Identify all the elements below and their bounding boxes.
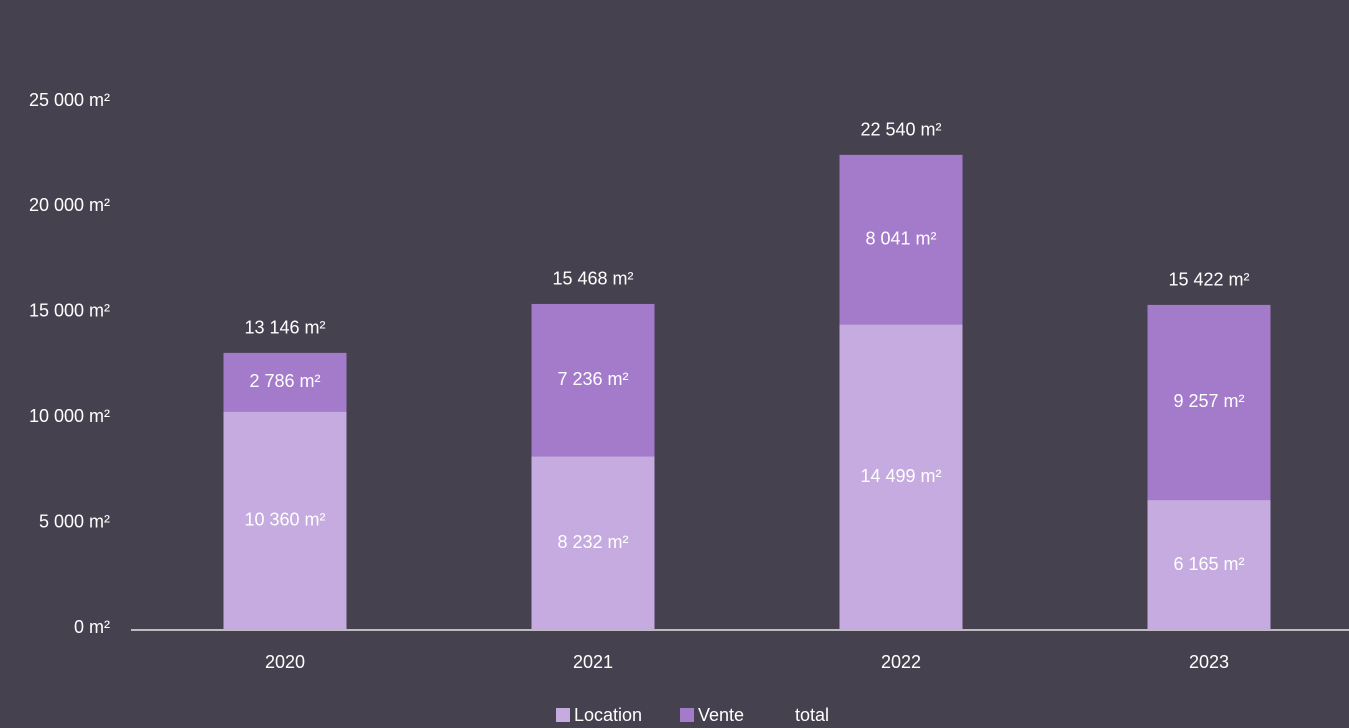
- data-label: 2 786 m²: [249, 371, 320, 391]
- legend-label: total: [795, 705, 829, 725]
- bar-segment: [223, 352, 347, 412]
- y-tick-label: 10 000 m²: [29, 406, 110, 426]
- data-label: 10 360 m²: [244, 510, 325, 530]
- total-label: 13 146 m²: [244, 318, 325, 338]
- x-tick-label: 2020: [265, 652, 305, 672]
- total-label: 22 540 m²: [860, 120, 941, 140]
- data-label: 8 041 m²: [865, 228, 936, 248]
- total-label: 15 422 m²: [1168, 270, 1249, 290]
- legend-swatch: [556, 708, 570, 722]
- y-tick-label: 20 000 m²: [29, 195, 110, 215]
- y-tick-label: 5 000 m²: [39, 511, 110, 531]
- y-tick-label: 15 000 m²: [29, 301, 110, 321]
- bar-segment: [531, 456, 655, 630]
- data-label: 8 232 m²: [557, 532, 628, 552]
- x-tick-label: 2023: [1189, 652, 1229, 672]
- data-label: 9 257 m²: [1173, 391, 1244, 411]
- bar-segment: [839, 154, 963, 325]
- bar-segment: [531, 303, 655, 457]
- bar-segment: [1147, 304, 1271, 501]
- data-label: 7 236 m²: [557, 369, 628, 389]
- bar-segment: [223, 411, 347, 630]
- total-label: 15 468 m²: [552, 269, 633, 289]
- data-label: 14 499 m²: [860, 466, 941, 486]
- bar-segment: [839, 324, 963, 630]
- bar-segment: [1147, 500, 1271, 630]
- y-tick-label: 25 000 m²: [29, 90, 110, 110]
- data-label: 6 165 m²: [1173, 554, 1244, 574]
- legend-label: Location: [574, 705, 642, 725]
- x-tick-label: 2021: [573, 652, 613, 672]
- y-tick-label: 0 m²: [74, 617, 110, 637]
- x-tick-label: 2022: [881, 652, 921, 672]
- legend-swatch: [680, 708, 694, 722]
- legend-label: Vente: [698, 705, 744, 725]
